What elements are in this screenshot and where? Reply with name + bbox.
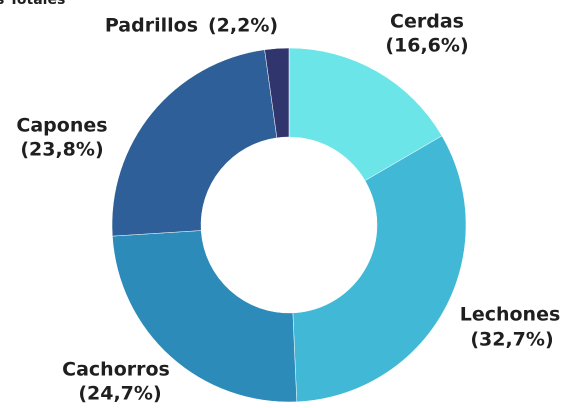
slice-label: Padrillos	[105, 15, 198, 37]
value-label: (2,2%)	[208, 15, 278, 37]
value-label: (16,6%)	[385, 35, 468, 57]
slice	[292, 135, 467, 403]
value-label: (24,7%)	[78, 383, 161, 405]
slice-label: Lechones	[460, 304, 561, 326]
slice	[112, 230, 298, 403]
slice-label: Cerdas	[390, 11, 464, 33]
slice	[111, 49, 278, 237]
value-label: (32,7%)	[470, 329, 553, 351]
slice-label: Capones	[16, 115, 107, 137]
slice	[288, 47, 443, 182]
value-label: (23,8%)	[20, 139, 103, 161]
slice	[264, 47, 290, 139]
chart-title: s Totales	[0, 0, 65, 8]
slice-label: Cachorros	[62, 359, 170, 381]
